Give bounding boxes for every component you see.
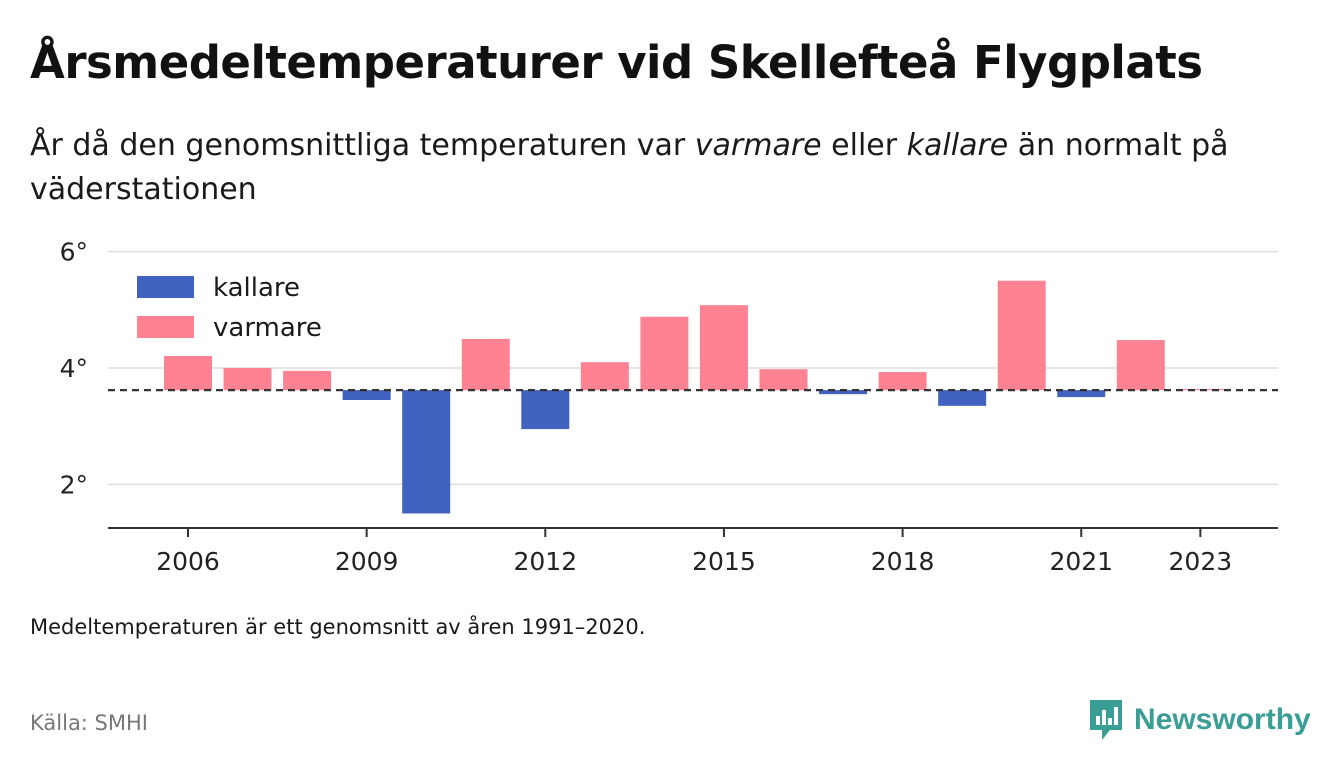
y-tick-label: 2° bbox=[60, 470, 88, 499]
source-credit: Källa: SMHI bbox=[30, 711, 148, 735]
bar-2009 bbox=[342, 390, 391, 400]
subtitle-part-3: än normalt på väderstationen bbox=[30, 128, 1229, 207]
bar-2016 bbox=[759, 369, 808, 391]
bars bbox=[164, 280, 1225, 514]
y-tick-label: 6° bbox=[60, 240, 88, 267]
subtitle-cold-word: kallare bbox=[906, 128, 1009, 163]
legend-swatch-varmare bbox=[137, 316, 194, 338]
bar-2022 bbox=[1116, 340, 1165, 391]
legend: kallare varmare bbox=[124, 264, 328, 356]
bar-2020 bbox=[997, 280, 1046, 391]
chart-title: Årsmedeltemperaturer vid Skellefteå Flyg… bbox=[30, 36, 1203, 89]
bar-2007 bbox=[223, 368, 272, 391]
legend-label-varmare: varmare bbox=[213, 313, 322, 343]
bar-2008 bbox=[283, 370, 332, 391]
y-tick-label: 4° bbox=[60, 354, 88, 383]
bar-2021 bbox=[1057, 390, 1106, 398]
bar-2017 bbox=[819, 390, 868, 395]
x-tick-label: 2012 bbox=[513, 547, 577, 576]
bar-2010 bbox=[402, 390, 451, 514]
axes: 2° 4° 6° 2006 2009 2012 2015 2018 2021 2023 bbox=[60, 240, 1278, 576]
footnote: Medeltemperaturen är ett genomsnitt av å… bbox=[30, 615, 646, 639]
newsworthy-logo-icon bbox=[1090, 700, 1122, 740]
newsworthy-logo: Newsworthy bbox=[1088, 698, 1311, 742]
bar-2019 bbox=[938, 390, 987, 406]
legend-swatch-kallare bbox=[137, 276, 194, 298]
x-tick-label: 2018 bbox=[871, 547, 935, 576]
x-tick-label: 2015 bbox=[692, 547, 756, 576]
brand-name: Newsworthy bbox=[1134, 703, 1311, 736]
bar-2011 bbox=[461, 338, 510, 391]
subtitle-part-1: År då den genomsnittliga temperaturen va… bbox=[30, 128, 695, 163]
legend-label-kallare: kallare bbox=[213, 273, 300, 303]
x-tick-label: 2006 bbox=[156, 547, 220, 576]
grid-lines bbox=[108, 250, 1278, 486]
bar-2014 bbox=[640, 316, 689, 391]
x-tick-label: 2023 bbox=[1169, 547, 1233, 576]
bar-2012 bbox=[521, 390, 570, 430]
bar-2006 bbox=[164, 351, 212, 391]
subtitle-part-2: eller bbox=[821, 128, 907, 163]
subtitle-warm-word: varmare bbox=[694, 128, 822, 163]
x-tick-label: 2021 bbox=[1049, 547, 1113, 576]
bar-2018 bbox=[878, 372, 927, 391]
bar-2013 bbox=[580, 362, 629, 391]
bar-chart: 2° 4° 6° 2006 2009 2012 2015 2018 2021 2023 kalla… bbox=[60, 240, 1278, 576]
chart-subtitle: År då den genomsnittliga temperaturen va… bbox=[30, 124, 1310, 212]
x-tick-label: 2009 bbox=[335, 547, 399, 576]
bar-2015 bbox=[699, 305, 748, 391]
